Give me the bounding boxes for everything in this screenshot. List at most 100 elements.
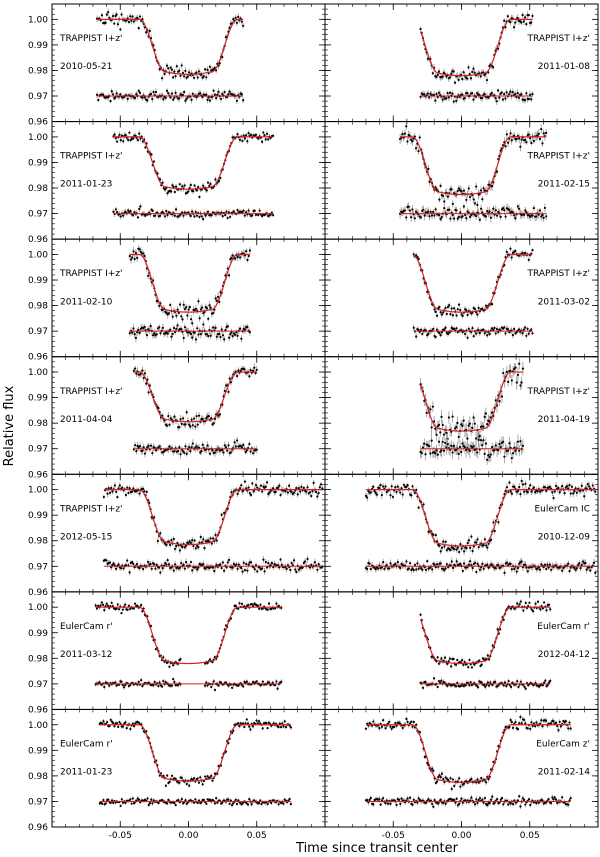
- residual-point: [272, 214, 275, 217]
- residual-point: [130, 561, 134, 564]
- residual-point: [95, 93, 99, 96]
- flux-point: [147, 391, 150, 394]
- flux-point: [482, 187, 485, 190]
- residual-point: [531, 332, 534, 335]
- flux-point: [519, 384, 522, 387]
- residual-point: [227, 558, 231, 562]
- flux-point: [147, 274, 150, 277]
- flux-point: [132, 369, 135, 372]
- residual-point: [428, 215, 431, 218]
- flux-point: [460, 423, 463, 426]
- residual-point: [200, 215, 203, 218]
- residual-point: [457, 452, 460, 455]
- flux-point: [473, 307, 477, 311]
- flux-point: [490, 302, 494, 306]
- flux-point: [183, 184, 186, 187]
- flux-point: [504, 145, 507, 148]
- residual-point: [427, 332, 430, 335]
- residual-point: [151, 451, 154, 455]
- flux-point: [264, 485, 267, 488]
- flux-point: [201, 306, 204, 309]
- residual-point: [208, 99, 212, 102]
- flux-point: [442, 311, 445, 314]
- flux-point: [238, 487, 242, 490]
- flux-point: [134, 251, 138, 254]
- flux-point: [492, 181, 495, 184]
- residual-point: [461, 215, 464, 218]
- residual-point: [486, 334, 489, 337]
- flux-point: [491, 185, 494, 188]
- residual-point: [434, 208, 437, 211]
- residual-point: [173, 563, 177, 566]
- flux-point: [435, 433, 438, 436]
- residual-point: [419, 328, 423, 331]
- residual-point: [189, 560, 193, 564]
- residual-point: [190, 446, 193, 449]
- residual-point: [451, 213, 454, 217]
- residual-point: [177, 450, 180, 453]
- y-tick-label: 0.96: [28, 353, 48, 363]
- residual-point: [503, 455, 506, 458]
- flux-point: [107, 487, 110, 490]
- residual-point: [166, 332, 169, 335]
- flux-point: [468, 422, 471, 425]
- flux-point: [122, 140, 125, 143]
- flux-point: [449, 313, 452, 316]
- flux-point: [440, 415, 443, 419]
- residual-point: [440, 216, 443, 219]
- flux-point: [492, 66, 495, 69]
- flux-point: [474, 437, 478, 440]
- residual-point: [207, 96, 210, 99]
- flux-point: [231, 254, 234, 257]
- residual-point: [190, 98, 193, 101]
- flux-point: [116, 140, 119, 143]
- residual-point: [221, 561, 224, 564]
- flux-point: [178, 183, 181, 186]
- residual-point: [217, 90, 220, 93]
- panel-instrument-label: TRAPPIST I+z': [59, 269, 123, 279]
- model-curve: [413, 253, 533, 313]
- x-axis-title: Time since transit center: [295, 841, 459, 856]
- flux-point: [220, 513, 223, 516]
- residual-point: [508, 208, 511, 212]
- residual-point: [524, 99, 527, 102]
- flux-point: [201, 418, 204, 421]
- residual-point: [132, 562, 135, 566]
- flux-point: [205, 307, 209, 310]
- flux-point: [418, 136, 421, 139]
- residual-point: [448, 208, 451, 211]
- residual-point: [503, 93, 506, 96]
- residual-point: [196, 568, 199, 571]
- flux-point: [128, 487, 131, 490]
- flux-point: [106, 11, 110, 14]
- residual-point: [175, 327, 178, 330]
- residual-point: [499, 445, 502, 449]
- flux-point: [531, 14, 534, 18]
- panel-data: [398, 122, 548, 223]
- flux-point: [251, 482, 254, 485]
- flux-point: [141, 18, 144, 21]
- flux-point: [542, 132, 545, 135]
- residual-point: [234, 333, 237, 336]
- flux-point: [141, 369, 144, 372]
- residual-point: [221, 92, 224, 96]
- residual-point: [149, 92, 153, 96]
- flux-point: [201, 76, 204, 79]
- residual-point: [518, 449, 521, 452]
- residual-point: [119, 215, 122, 218]
- residual-point: [216, 93, 219, 96]
- residual-point: [445, 97, 448, 100]
- residual-point: [411, 208, 414, 211]
- flux-point: [219, 176, 222, 180]
- residual-point: [503, 209, 506, 212]
- residual-point: [478, 218, 481, 221]
- y-tick-label: 0.96: [28, 470, 48, 480]
- flux-point: [527, 258, 530, 261]
- flux-point: [509, 132, 512, 135]
- flux-point: [401, 132, 404, 136]
- residual-point: [429, 452, 432, 455]
- flux-point: [537, 132, 540, 135]
- flux-point: [116, 23, 120, 26]
- residual-point: [440, 331, 443, 334]
- residual-point: [237, 563, 240, 566]
